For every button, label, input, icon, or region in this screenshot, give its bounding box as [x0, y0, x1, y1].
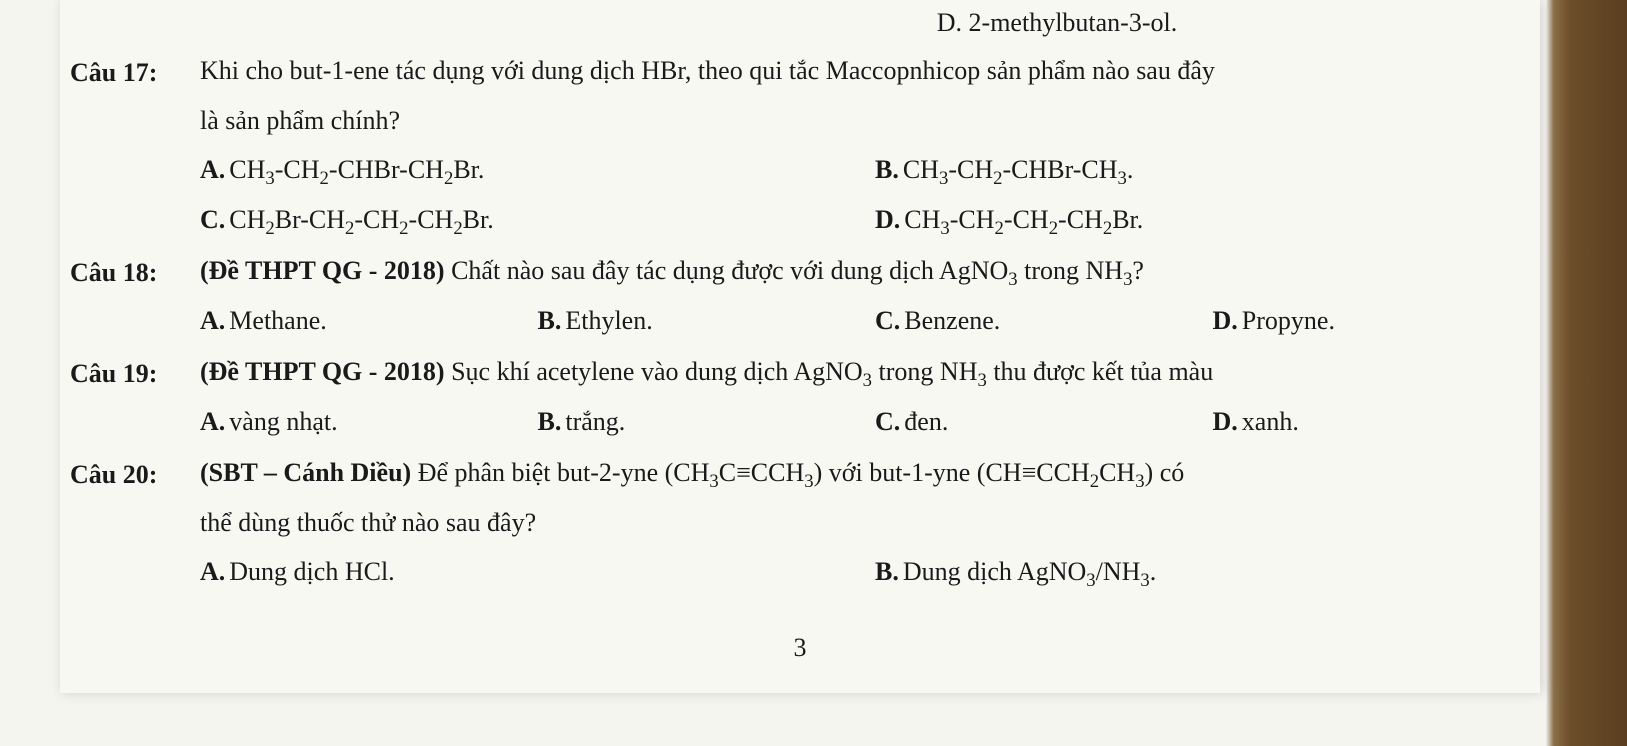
q18-option-c: C.Benzene.: [875, 298, 1193, 344]
q20-option-a: A.Dung dịch HCl.: [200, 549, 855, 595]
question-20-text-line1: (SBT – Cánh Diều) Để phân biệt but-2-yne…: [200, 450, 1530, 496]
page-number: 3: [70, 633, 1530, 663]
question-18-text: (Đề THPT QG - 2018) Chất nào sau đây tác…: [200, 248, 1530, 294]
option-d-top-text: D. 2-methylbutan-3-ol.: [937, 8, 1177, 37]
question-20-options: A.Dung dịch HCl. B.Dung dịch AgNO3/NH3.: [200, 549, 1530, 595]
q20-option-b: B.Dung dịch AgNO3/NH3.: [875, 549, 1530, 595]
exam-page: D. 2-methylbutan-3-ol. Câu 17: Khi cho b…: [60, 0, 1540, 693]
q18-option-a: A.Methane.: [200, 298, 518, 344]
q19-option-a: A.vàng nhạt.: [200, 399, 518, 445]
question-20: Câu 20: (SBT – Cánh Diều) Để phân biệt b…: [70, 450, 1530, 595]
question-20-label: Câu 20:: [70, 450, 200, 498]
q19-option-b: B.trắng.: [538, 399, 856, 445]
q18-option-b: B.Ethylen.: [538, 298, 856, 344]
q19-option-c: C.đen.: [875, 399, 1193, 445]
q19-option-d: D.xanh.: [1213, 399, 1531, 445]
question-17-text-line1: Khi cho but-1-ene tác dụng với dung dịch…: [200, 48, 1530, 94]
q17-option-c: C.CH2Br-CH2-CH2-CH2Br.: [200, 197, 855, 243]
q17-option-a: A.CH3-CH2-CHBr-CH2Br.: [200, 147, 855, 193]
prev-question-option-d: D. 2-methylbutan-3-ol.: [580, 8, 1530, 38]
question-18-label: Câu 18:: [70, 248, 200, 296]
question-18: Câu 18: (Đề THPT QG - 2018) Chất nào sau…: [70, 248, 1530, 343]
q17-option-d: D.CH3-CH2-CH2-CH2Br.: [875, 197, 1530, 243]
q17-option-b: B.CH3-CH2-CHBr-CH3.: [875, 147, 1530, 193]
q18-option-d: D.Propyne.: [1213, 298, 1531, 344]
question-19-text: (Đề THPT QG - 2018) Sục khí acetylene và…: [200, 349, 1530, 395]
question-19-label: Câu 19:: [70, 349, 200, 397]
question-19: Câu 19: (Đề THPT QG - 2018) Sục khí acet…: [70, 349, 1530, 444]
question-17-options: A.CH3-CH2-CHBr-CH2Br. B.CH3-CH2-CHBr-CH3…: [200, 147, 1530, 242]
question-20-text-line2: thể dùng thuốc thử nào sau đây?: [200, 500, 1530, 546]
question-17-label: Câu 17:: [70, 48, 200, 96]
question-17-text-line2: là sản phẩm chính?: [200, 98, 1530, 144]
question-18-options: A.Methane. B.Ethylen. C.Benzene. D.Propy…: [200, 298, 1530, 344]
question-17: Câu 17: Khi cho but-1-ene tác dụng với d…: [70, 48, 1530, 242]
question-19-options: A.vàng nhạt. B.trắng. C.đen. D.xanh.: [200, 399, 1530, 445]
